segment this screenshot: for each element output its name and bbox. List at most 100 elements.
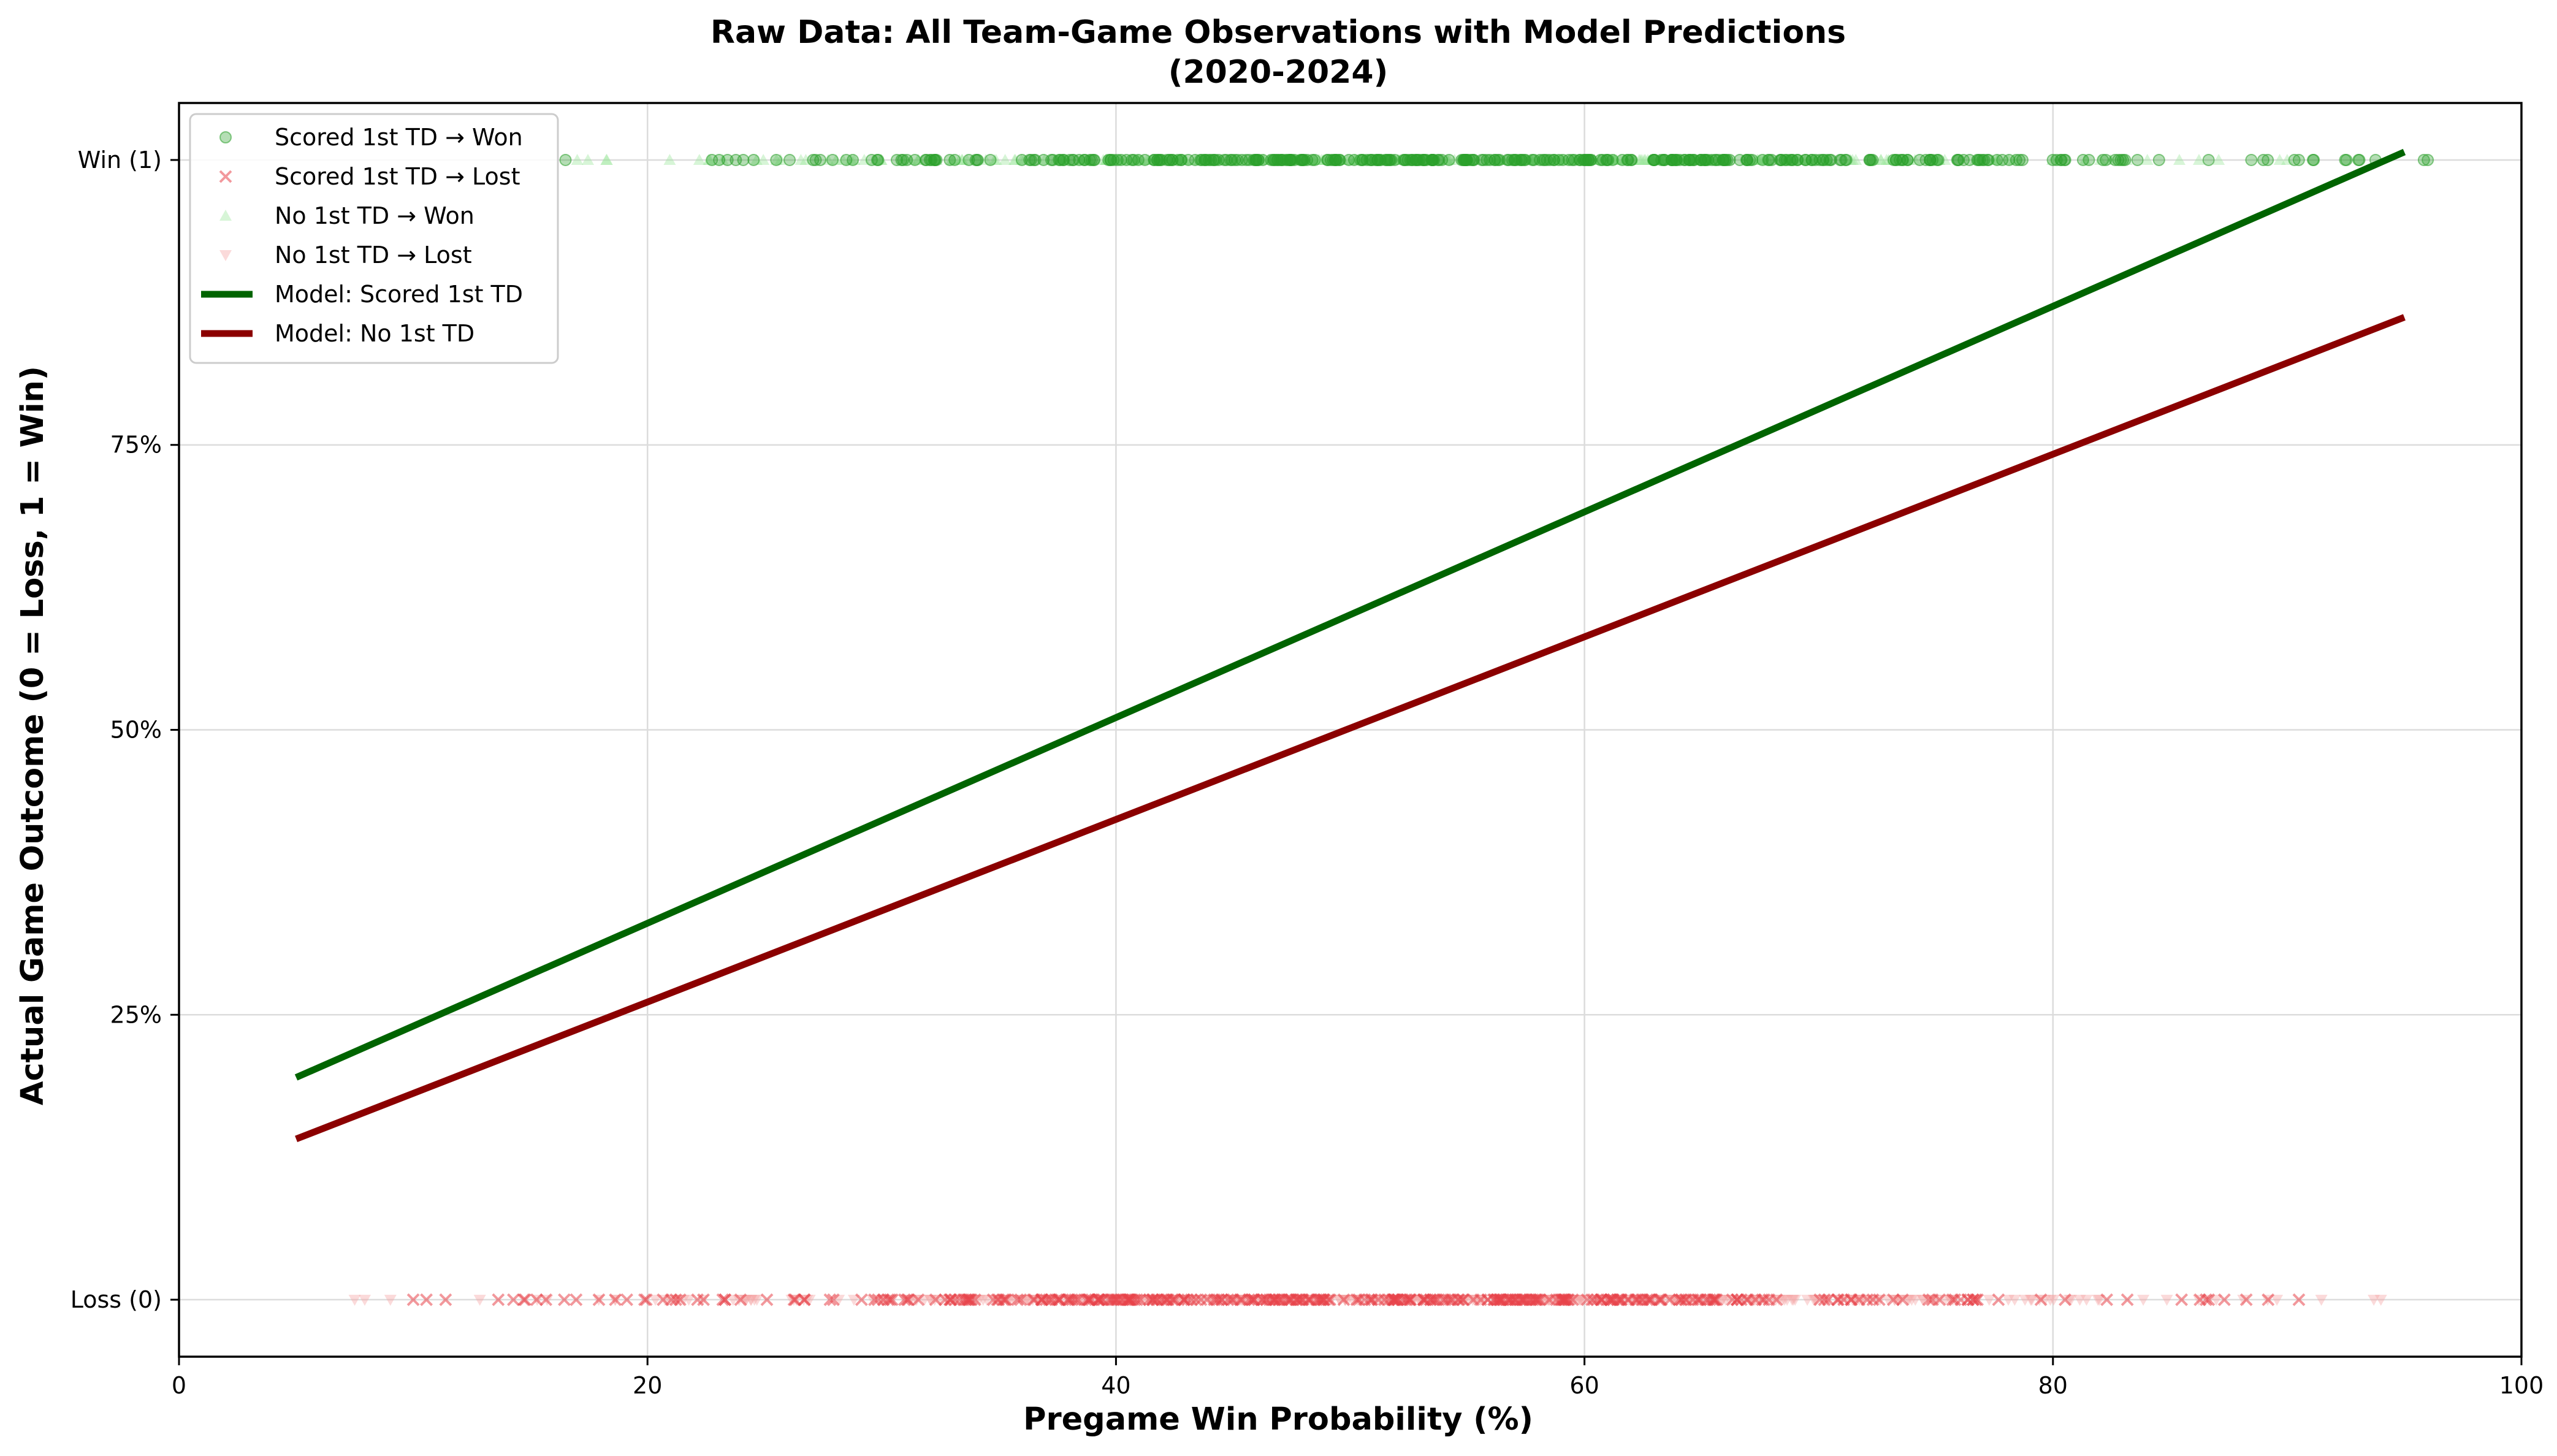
- scatter-point: [2262, 1293, 2275, 1306]
- scatter-point: [1226, 1293, 1240, 1306]
- scatter-point: [1801, 1295, 1814, 1306]
- scatter-point: [1027, 153, 1040, 166]
- scatter-point: [1909, 1295, 1922, 1306]
- scatter-point: [1151, 153, 1164, 166]
- scatter-point: [1229, 153, 1241, 166]
- scatter-point: [1428, 1293, 1441, 1306]
- scatter-point: [1839, 153, 1852, 166]
- scatter-point: [682, 1295, 695, 1306]
- scatter-point: [1189, 1293, 1203, 1306]
- scatter-point: [2417, 153, 2430, 166]
- scatter-point: [840, 153, 853, 166]
- scatter-point: [2019, 1295, 2032, 1306]
- scatter-point: [1455, 153, 1468, 166]
- scatter-point: [1896, 1293, 1909, 1306]
- scatter-point: [2114, 153, 2127, 166]
- scatter-point: [890, 153, 903, 166]
- scatter-point: [1514, 153, 1526, 166]
- scatter-point: [1818, 1293, 1831, 1306]
- scatter-point: [1275, 153, 1288, 166]
- scatter-point: [2368, 1295, 2380, 1306]
- scatter-point: [1120, 153, 1133, 166]
- legend-label: No 1st TD → Lost: [275, 242, 472, 269]
- scatter-point: [721, 153, 734, 166]
- scatter-point: [1683, 153, 1696, 166]
- x-tick-label: 80: [2038, 1372, 2068, 1399]
- scatter-point: [2013, 153, 2026, 166]
- scatter-point: [677, 1295, 690, 1306]
- scatter-point: [1590, 1293, 1604, 1306]
- scatter-point: [1644, 153, 1657, 165]
- scatter-point: [837, 153, 850, 165]
- scatter-point: [1279, 1293, 1293, 1306]
- scatter-point: [1111, 153, 1124, 166]
- scatter-point: [2202, 153, 2215, 166]
- scatter-point: [948, 153, 961, 166]
- scatter-point: [1343, 153, 1355, 166]
- legend-marker: [219, 131, 232, 143]
- scatter-point: [2271, 1295, 2284, 1306]
- scatter-point: [693, 153, 706, 165]
- scatter-point: [1224, 153, 1237, 166]
- scatter-point: [901, 153, 913, 166]
- scatter-point: [1983, 1295, 1995, 1306]
- scatter-point: [2175, 1293, 2189, 1306]
- scatter-point: [1466, 1293, 1480, 1306]
- scatter-point: [750, 1295, 763, 1306]
- scatter-point: [1433, 153, 1446, 166]
- scatter-point: [1637, 153, 1650, 165]
- scatter-point: [760, 1293, 774, 1306]
- scatter-point: [1439, 1293, 1452, 1306]
- scatter-point: [639, 1293, 653, 1306]
- scatter-point: [1922, 1293, 1935, 1306]
- scatter-point: [953, 153, 966, 165]
- scatter-point: [1061, 1293, 1074, 1306]
- scatter-point: [2340, 153, 2353, 166]
- scatter-point: [1057, 153, 1070, 166]
- scatter-point: [1441, 1293, 1455, 1306]
- scatter-point: [2055, 153, 2068, 166]
- scatter-point: [750, 153, 763, 165]
- scatter-point: [1526, 153, 1539, 166]
- scatter-point: [868, 1293, 881, 1306]
- scatter-point: [948, 1293, 962, 1306]
- scatter-point: [348, 1295, 361, 1306]
- scatter-point: [2315, 1295, 2328, 1306]
- scatter-point: [1740, 153, 1753, 166]
- scatter-point: [1972, 153, 1985, 166]
- scatter-point: [1580, 153, 1593, 166]
- scatter-point: [1648, 153, 1661, 166]
- scatter-point: [2047, 1295, 2060, 1306]
- scatter-point: [1288, 153, 1301, 166]
- y-tick-label: 50%: [110, 717, 162, 744]
- scatter-point: [1328, 153, 1341, 166]
- scatter-point: [697, 1293, 710, 1306]
- scatter-point: [929, 1293, 942, 1306]
- scatter-point: [1548, 153, 1561, 165]
- scatter-point: [1083, 153, 1096, 166]
- scatter-point: [795, 153, 807, 165]
- scatter-point: [1392, 1293, 1404, 1306]
- scatter-point: [1132, 153, 1145, 166]
- scatter-point: [1350, 1293, 1363, 1306]
- scatter-point: [734, 1293, 747, 1306]
- legend-label: No 1st TD → Won: [275, 202, 474, 229]
- scatter-point: [770, 153, 783, 166]
- scatter-point: [1666, 153, 1679, 166]
- scatter-point: [1389, 153, 1401, 166]
- scatter-point: [809, 153, 822, 166]
- scatter-point: [829, 153, 842, 165]
- scatter-point: [2034, 1293, 2048, 1306]
- scatter-point: [1371, 153, 1384, 166]
- scatter-point: [718, 1293, 732, 1306]
- scatter-point: [2237, 1295, 2250, 1306]
- scatter-point: [1786, 1295, 1799, 1306]
- scatter-point: [855, 1293, 868, 1306]
- scatter-point: [420, 1293, 433, 1306]
- scatter-point: [1810, 153, 1823, 165]
- scatter-point: [943, 153, 956, 166]
- scatter-point: [1337, 1293, 1351, 1306]
- scatter-point: [2262, 153, 2274, 166]
- scatter-point: [1170, 153, 1183, 165]
- scatter-point: [1967, 1293, 1980, 1306]
